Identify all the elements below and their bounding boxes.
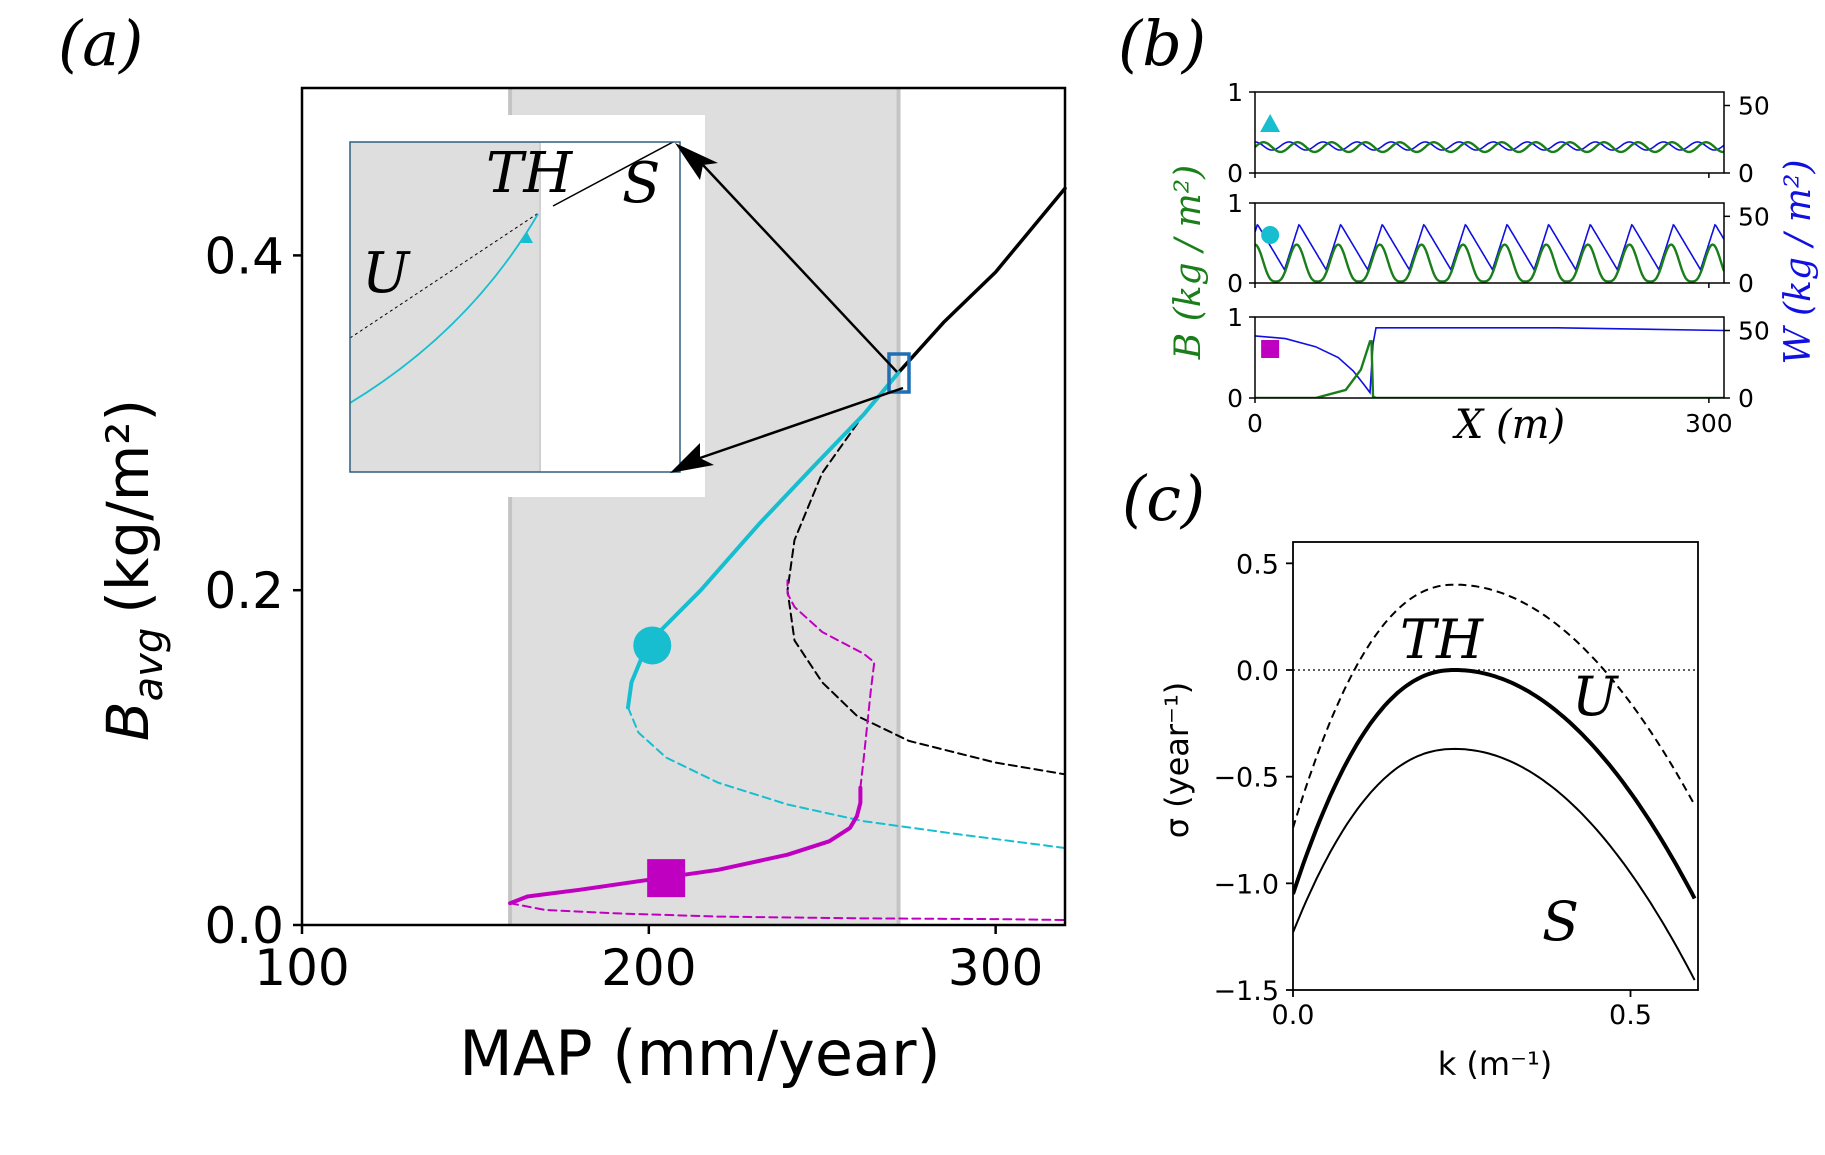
x-tick-label: 200 xyxy=(601,939,696,997)
dispersion-curves xyxy=(1293,583,1697,981)
biomass-profile xyxy=(1255,340,1724,398)
panel-b-label: (b) xyxy=(1118,7,1206,80)
panel-a-frame xyxy=(300,86,1067,927)
row-frame xyxy=(1254,316,1725,399)
solution-markers xyxy=(633,626,686,898)
left-tick-label: 1 xyxy=(1227,189,1243,218)
panel-b-ylabel-left: B (kg / m²) xyxy=(1168,165,1209,360)
x-tick-label: 0 xyxy=(1247,409,1263,438)
inset-triangle-marker xyxy=(521,232,533,243)
ylabel-subscript: avg xyxy=(126,628,172,702)
inset-frame xyxy=(349,141,681,473)
right-tick-label: 0 xyxy=(1738,269,1754,298)
x-tick-label: 300 xyxy=(948,939,1043,997)
zoom-box xyxy=(887,352,911,394)
biomass-profile xyxy=(1255,141,1724,154)
y-tick-label: 0.2 xyxy=(204,562,284,620)
water-profile xyxy=(1255,141,1724,151)
marker-triangle xyxy=(1260,114,1281,132)
x-tick-label: 0.0 xyxy=(1272,1000,1315,1031)
panel-a-label: (a) xyxy=(58,7,143,80)
panel-c-axes: 0.0 0.5 0.5 0.0 −0.5 −1.0 −1.5 xyxy=(1213,541,1699,1031)
series-uniform-unstable xyxy=(786,371,1066,776)
row-frame xyxy=(1254,91,1725,174)
water-profile xyxy=(1255,223,1724,272)
left-tick-label: 0 xyxy=(1227,159,1243,188)
inset-label-TH: TH xyxy=(486,141,573,206)
panel-c: (c) 0.0 0.5 0.5 0.0 −0.5 −1.0 −1.5 TH U S k (m… xyxy=(1122,462,1699,1083)
arrow-head-bottom xyxy=(670,443,714,473)
y-tick-label: 0.4 xyxy=(204,227,284,285)
panel-b-xlabel: X (m) xyxy=(1452,402,1565,448)
svg-text:Bavg(kg/m²): Bavg (kg/m²) xyxy=(94,399,172,741)
profile-row-3: 0 1 0 50 xyxy=(1227,303,1770,413)
left-tick-label: 1 xyxy=(1227,303,1243,332)
profile-row-1: 0 1 0 50 xyxy=(1227,78,1770,188)
series-cyan-stable xyxy=(626,370,901,710)
y-tick-label: −0.5 xyxy=(1213,763,1279,794)
annotation-TH: TH xyxy=(1400,608,1484,671)
left-tick-label: 0 xyxy=(1227,269,1243,298)
y-tick-label: 0.0 xyxy=(204,897,284,955)
ylabel-symbol: B xyxy=(94,701,162,741)
inset-shade xyxy=(350,142,540,472)
marker-square xyxy=(1261,340,1280,358)
panel-c-label: (c) xyxy=(1122,462,1205,535)
dispersion-U xyxy=(1293,583,1696,829)
panel-c-xlabel: k (m⁻¹) xyxy=(1438,1045,1553,1083)
y-tick-label: −1.5 xyxy=(1213,976,1279,1007)
biomass-profile xyxy=(1255,243,1724,283)
arrow-to-inset-bottom xyxy=(699,386,904,460)
series-magenta-unstable xyxy=(786,579,876,789)
series-uniform-stable xyxy=(896,186,1067,375)
right-tick-label: 0 xyxy=(1738,384,1754,413)
panel-c-ylabel: σ (year⁻¹) xyxy=(1158,682,1196,839)
inset-label-S: S xyxy=(622,151,660,216)
marker-circle xyxy=(633,626,672,665)
zoom-arrows xyxy=(670,143,904,473)
bifurcation-curves xyxy=(508,186,1067,921)
inset-cyan-branch xyxy=(349,213,539,404)
panel-a-ylabel: Bavg (kg/m²) xyxy=(94,399,172,741)
y-tick-label: −1.0 xyxy=(1213,869,1279,900)
inset-unstable-uniform-line xyxy=(349,211,541,339)
x-tick-label: 300 xyxy=(1685,409,1733,438)
annotation-S: S xyxy=(1542,890,1579,953)
water-profile xyxy=(1255,327,1724,395)
dispersion-S xyxy=(1293,747,1696,981)
panel-a-axes: 100 200 300 0.0 0.2 0.4 xyxy=(204,86,1067,997)
marker-circle xyxy=(1261,226,1280,244)
profile-row-2: 0 1 0 50 xyxy=(1227,189,1770,298)
right-tick-label: 50 xyxy=(1738,92,1770,121)
inset-label-U: U xyxy=(362,241,411,306)
panel-b-ylabel-right: W (kg / m²) xyxy=(1778,160,1819,365)
right-tick-label: 0 xyxy=(1738,159,1754,188)
series-magenta-stable xyxy=(508,785,863,906)
y-tick-label: 0.0 xyxy=(1236,656,1279,687)
left-tick-label: 1 xyxy=(1227,78,1243,107)
y-tick-label: 0.5 xyxy=(1236,549,1279,580)
row-frame xyxy=(1254,202,1725,284)
inset-stable-uniform-line xyxy=(552,141,674,207)
x-tick-label: 100 xyxy=(254,939,349,997)
panel-c-frame xyxy=(1292,541,1699,991)
series-cyan-unstable xyxy=(627,706,1066,849)
arrow-to-inset-top xyxy=(702,164,898,373)
zoom-inset: U TH S xyxy=(327,115,705,497)
panel-a-xlabel: MAP (mm/year) xyxy=(459,1017,940,1090)
left-tick-label: 0 xyxy=(1227,384,1243,413)
series-magenta-lower xyxy=(509,902,1066,921)
ylabel-units: (kg/m²) xyxy=(94,399,162,614)
marker-square xyxy=(647,859,686,898)
annotation-U: U xyxy=(1572,665,1619,728)
arrow-head-top xyxy=(675,143,718,180)
dispersion-TH xyxy=(1293,668,1697,900)
right-tick-label: 50 xyxy=(1738,202,1770,231)
right-tick-label: 50 xyxy=(1738,317,1770,346)
x-tick-label: 0.5 xyxy=(1609,1000,1652,1031)
